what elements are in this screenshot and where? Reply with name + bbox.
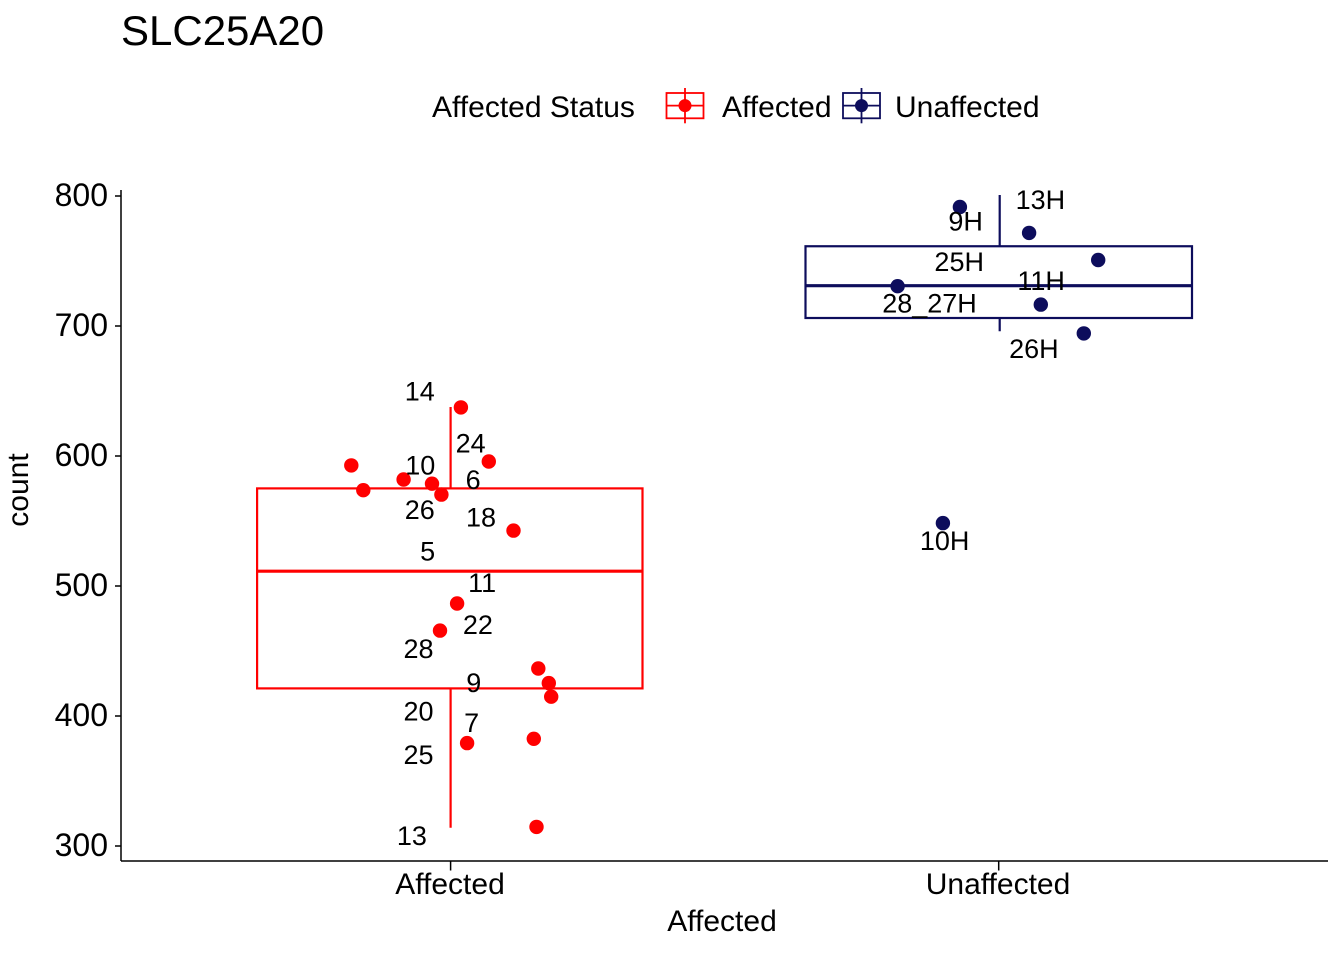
svg-text:24: 24 bbox=[456, 428, 486, 458]
svg-text:600: 600 bbox=[55, 437, 108, 473]
svg-text:400: 400 bbox=[55, 697, 108, 733]
svg-text:26H: 26H bbox=[1009, 334, 1059, 364]
svg-text:11H: 11H bbox=[1017, 266, 1065, 296]
svg-text:9H: 9H bbox=[948, 207, 983, 237]
svg-text:Affected Status: Affected Status bbox=[432, 91, 635, 124]
svg-text:26: 26 bbox=[405, 495, 435, 525]
svg-text:11: 11 bbox=[468, 568, 496, 598]
svg-text:25H: 25H bbox=[934, 247, 984, 277]
svg-text:28: 28 bbox=[403, 634, 433, 664]
svg-text:10H: 10H bbox=[920, 526, 970, 556]
svg-text:7: 7 bbox=[464, 708, 479, 738]
svg-text:700: 700 bbox=[55, 307, 108, 343]
svg-text:300: 300 bbox=[55, 827, 108, 863]
svg-text:5: 5 bbox=[420, 537, 435, 567]
svg-text:6: 6 bbox=[466, 465, 481, 495]
svg-text:count: count bbox=[2, 453, 35, 527]
svg-text:18: 18 bbox=[466, 503, 496, 533]
svg-text:Unaffected: Unaffected bbox=[895, 91, 1040, 124]
svg-text:20: 20 bbox=[403, 696, 433, 726]
svg-text:SLC25A20: SLC25A20 bbox=[121, 7, 324, 54]
svg-text:13H: 13H bbox=[1016, 185, 1066, 215]
svg-text:28_27H: 28_27H bbox=[882, 289, 977, 319]
svg-text:22: 22 bbox=[463, 610, 493, 640]
svg-text:Unaffected: Unaffected bbox=[926, 868, 1071, 901]
svg-text:13: 13 bbox=[397, 821, 427, 851]
svg-text:14: 14 bbox=[405, 376, 435, 406]
svg-text:25: 25 bbox=[403, 740, 433, 770]
svg-text:10: 10 bbox=[405, 451, 435, 481]
svg-text:Affected: Affected bbox=[395, 868, 505, 901]
svg-text:500: 500 bbox=[55, 567, 108, 603]
svg-text:Affected: Affected bbox=[667, 905, 777, 938]
svg-text:9: 9 bbox=[466, 668, 481, 698]
svg-text:Affected: Affected bbox=[722, 91, 832, 124]
svg-text:800: 800 bbox=[55, 177, 108, 213]
